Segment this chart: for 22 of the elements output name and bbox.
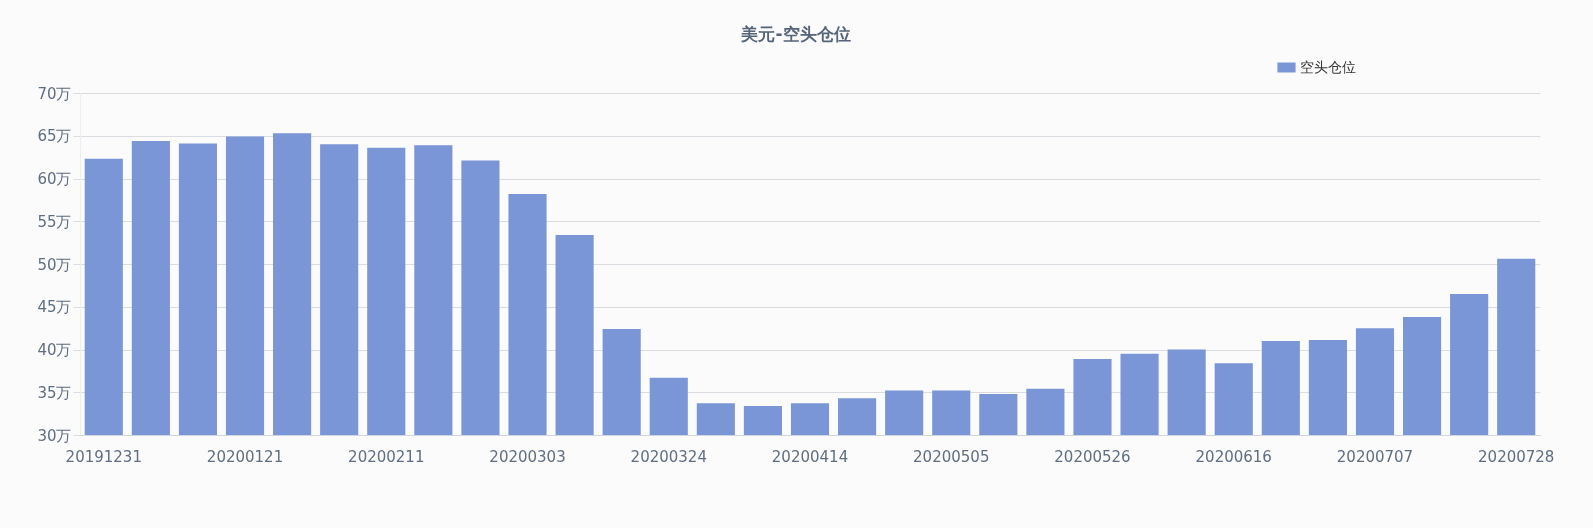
legend-label: 空头仓位 (1300, 58, 1356, 75)
y-tick-label: 35万 (37, 383, 72, 402)
x-tick-label: 20200728 (1478, 447, 1555, 466)
x-tick-label: 20200303 (489, 447, 566, 466)
y-tick-label: 60万 (37, 170, 72, 188)
x-tick-label: 20200324 (630, 447, 707, 466)
x-tick-label: 20200526 (1054, 447, 1131, 466)
x-tick-label: 20200414 (771, 447, 849, 466)
y-tick-label: 70万 (37, 84, 72, 103)
chart-title: 美元-空头仓位 (740, 24, 851, 44)
x-tick-label: 20191231 (65, 447, 142, 466)
y-tick-label: 50万 (37, 255, 72, 274)
y-tick-label: 55万 (37, 212, 72, 231)
x-tick-label: 20200616 (1195, 447, 1272, 466)
x-tick-label: 20200121 (206, 447, 284, 466)
x-tick-label: 20200707 (1336, 447, 1414, 466)
y-tick-label: 30万 (37, 426, 72, 445)
y-tick-label: 40万 (37, 341, 72, 359)
y-tick-label: 45万 (37, 298, 72, 317)
x-tick-label: 20200211 (348, 447, 425, 466)
y-tick-label: 65万 (37, 127, 72, 146)
x-tick-label: 20200505 (913, 447, 990, 466)
